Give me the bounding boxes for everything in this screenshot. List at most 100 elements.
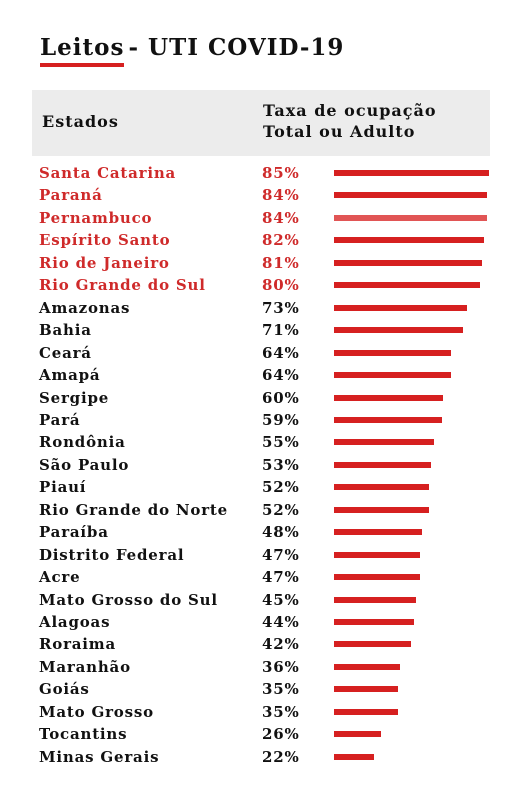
occupancy-value-label: 71%: [262, 321, 300, 340]
occupancy-bar: [334, 663, 400, 670]
occupancy-value-label: 81%: [262, 253, 300, 272]
occupancy-value-label: 35%: [262, 680, 300, 699]
occupancy-value-label: 84%: [262, 186, 300, 205]
state-label: Sergipe: [39, 388, 110, 407]
occupancy-bar: [334, 506, 429, 513]
state-label: Goiás: [39, 680, 90, 699]
state-label: Espírito Santo: [39, 231, 171, 250]
table-row: Sergipe 60%: [0, 387, 531, 409]
state-label: Piauí: [39, 478, 87, 497]
occupancy-value-label: 36%: [262, 657, 300, 676]
occupancy-bar: [334, 304, 468, 311]
occupancy-value-label: 84%: [262, 208, 300, 227]
state-label: Distrito Federal: [39, 545, 185, 564]
table-row: Maranhão 36%: [0, 656, 531, 678]
state-label: Pernambuco: [39, 208, 153, 227]
occupancy-bar: [334, 282, 480, 289]
table-row: Paraíba 48%: [0, 521, 531, 543]
state-label: Alagoas: [39, 613, 111, 631]
state-label: São Paulo: [39, 455, 130, 474]
occupancy-value-label: 80%: [262, 276, 300, 295]
occupancy-value-label: 42%: [262, 635, 300, 654]
occupancy-bar: [334, 394, 444, 401]
table-row: Pernambuco 84%: [0, 207, 531, 229]
occupancy-value-label: 44%: [262, 613, 300, 631]
state-label: Amapá: [39, 366, 101, 385]
state-label: Pará: [39, 410, 81, 429]
occupancy-value-label: 26%: [262, 725, 300, 744]
occupancy-value-label: 47%: [262, 545, 300, 564]
occupancy-bar: [334, 214, 488, 221]
occupancy-value-label: 52%: [262, 478, 300, 497]
occupancy-bar: [334, 731, 382, 738]
state-label: Mato Grosso do Sul: [39, 590, 218, 609]
occupancy-value-label: 48%: [262, 523, 300, 542]
state-label: Paraná: [39, 186, 103, 205]
occupancy-value-label: 59%: [262, 410, 300, 429]
table-row: Rio de Janeiro 81%: [0, 252, 531, 274]
table-row: Piauí 52%: [0, 476, 531, 498]
table-row: Rio Grande do Sul 80%: [0, 274, 531, 296]
occupancy-value-label: 22%: [262, 747, 300, 766]
table-row: Roraima 42%: [0, 633, 531, 655]
chart-title: Leitos - UTI COVID-19: [40, 34, 344, 67]
state-label: Ceará: [39, 343, 92, 362]
occupancy-bar: [334, 349, 451, 356]
occupancy-value-label: 55%: [262, 433, 300, 452]
state-label: Maranhão: [39, 657, 131, 676]
occupancy-bar: [334, 416, 442, 423]
occupancy-value-label: 52%: [262, 500, 300, 519]
occupancy-bar: [334, 619, 415, 625]
states-column-header: Estados: [42, 112, 119, 131]
occupancy-value-label: 64%: [262, 366, 300, 385]
state-label: Acre: [39, 568, 81, 587]
state-label: Rondônia: [39, 433, 126, 452]
occupancy-bar: [334, 484, 429, 491]
occupancy-value-label: 60%: [262, 388, 300, 407]
occupancy-bar: [334, 574, 420, 581]
occupancy-value-label: 35%: [262, 702, 300, 721]
state-label: Tocantins: [39, 725, 128, 744]
table-row: Rondônia 55%: [0, 431, 531, 453]
occupancy-value-label: 53%: [262, 455, 300, 474]
occupancy-bar: [334, 686, 398, 693]
table-row: Goiás 35%: [0, 678, 531, 700]
occupancy-bar: [334, 708, 398, 715]
state-label: Minas Gerais: [39, 747, 160, 766]
occupancy-value-label: 45%: [262, 590, 300, 609]
rate-header-line-2: Total ou Adulto: [263, 122, 416, 141]
table-row: Bahia 71%: [0, 319, 531, 341]
occupancy-bar: [334, 327, 464, 334]
occupancy-value-label: 64%: [262, 343, 300, 362]
table-row: Amazonas 73%: [0, 297, 531, 319]
table-row: Distrito Federal 47%: [0, 544, 531, 566]
occupancy-bar: [334, 439, 435, 446]
table-header: Estados Taxa de ocupação Total ou Adulto: [32, 90, 490, 156]
state-label: Bahia: [39, 321, 92, 340]
table-row: Mato Grosso 35%: [0, 701, 531, 723]
rate-column-header: Taxa de ocupação Total ou Adulto: [263, 100, 437, 142]
table-row: Minas Gerais 22%: [0, 746, 531, 768]
occupancy-bar: [334, 641, 411, 648]
table-row: Rio Grande do Norte 52%: [0, 499, 531, 521]
table-row: Acre 47%: [0, 566, 531, 588]
occupancy-value-label: 82%: [262, 231, 300, 250]
state-label: Santa Catarina: [39, 164, 177, 182]
occupancy-bar: [334, 753, 375, 760]
occupancy-bar: [334, 551, 420, 558]
table-row: Alagoas 44%: [0, 611, 531, 633]
title-highlight: Leitos: [40, 34, 125, 67]
state-label: Roraima: [39, 635, 116, 654]
table-row: São Paulo 53%: [0, 454, 531, 476]
table-row: Amapá 64%: [0, 364, 531, 386]
table-row: Ceará 64%: [0, 342, 531, 364]
occupancy-bar: [334, 192, 488, 199]
table-row: Espírito Santo 82%: [0, 229, 531, 251]
occupancy-value-label: 85%: [262, 164, 300, 182]
rate-header-line-1: Taxa de ocupação: [263, 101, 437, 120]
table-row: Paraná 84%: [0, 184, 531, 206]
table-row: Mato Grosso do Sul 45%: [0, 589, 531, 611]
table-row: Tocantins 26%: [0, 723, 531, 745]
occupancy-bar: [334, 259, 482, 266]
